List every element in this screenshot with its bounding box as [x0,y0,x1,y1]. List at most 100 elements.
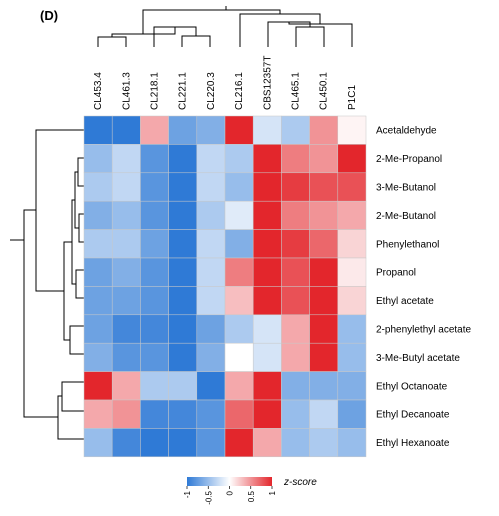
heatmap-cell [83,229,113,259]
heatmap-cell [224,371,254,401]
heatmap-cell [224,200,254,230]
heatmap-cell [168,314,198,344]
heatmap-cell [224,314,254,344]
heatmap-cell [309,428,339,458]
heatmap-cell [337,257,367,287]
row-label: Ethyl Hexanoate [376,438,450,449]
heatmap-cell [252,342,282,372]
heatmap-cell [83,399,113,429]
row-label: Propanol [376,268,416,279]
heatmap-cell [224,257,254,287]
heatmap-cell [281,286,310,316]
heatmap-cell [252,172,282,202]
row-label: Ethyl Decanoate [376,410,450,421]
legend-title: z-score [283,477,317,488]
heatmap-cell [196,229,226,259]
heatmap-cell [281,314,310,344]
heatmap-cell [252,115,282,145]
legend-colorbar [187,477,272,486]
heatmap-cell [83,371,113,401]
heatmap-cell [168,342,198,372]
heatmap-cell [83,172,113,202]
heatmap-cell [140,399,169,429]
heatmap-cell [168,144,198,174]
heatmap-cell [309,342,339,372]
column-label: CL221.1 [178,72,189,110]
heatmap-cell [140,286,169,316]
column-label: CL218.1 [150,72,161,110]
heatmap-cell [168,286,198,316]
row-dendrogram [10,129,84,440]
heatmap-cell [281,115,310,145]
heatmap-cell [337,399,367,429]
heatmap-cell [337,314,367,344]
heatmap-cell [168,399,198,429]
heatmap-cell [111,144,141,174]
color-legend: z-score -1 -0.5 0 0.5 1 [183,477,317,505]
heatmap-cell [140,342,169,372]
row-label: 3-Me-Butanol [376,183,436,194]
heatmap-cell [196,371,226,401]
heatmap-cell [224,115,254,145]
heatmap-cell [196,172,226,202]
heatmap-cell [111,200,141,230]
heatmap-cell [168,428,198,458]
heatmap-cell [83,314,113,344]
heatmap-cell [196,257,226,287]
heatmap-cell [309,314,339,344]
heatmap-cell [337,371,367,401]
heatmap-cell [337,229,367,259]
heatmap-cell [83,286,113,316]
row-label: 3-Me-Butyl acetate [376,353,460,364]
row-label: Phenylethanol [376,239,439,250]
heatmap-cell [309,200,339,230]
row-label: Ethyl acetate [376,296,434,307]
heatmap-cell [83,115,113,145]
legend-tick-label: -0.5 [204,490,213,504]
heatmap-cell [309,399,339,429]
heatmap-cell [196,428,226,458]
column-label: CL461.3 [121,72,132,110]
legend-tick-label: 0.5 [247,490,256,502]
heatmap-cell [140,144,169,174]
column-label: CL216.1 [234,72,245,110]
heatmap-cell [140,172,169,202]
heatmap-cell [281,229,310,259]
heatmap-cell [224,229,254,259]
heatmap-cell [281,399,310,429]
legend-tick-label: -1 [183,490,192,498]
row-label: 2-Me-Butanol [376,211,436,222]
heatmap-cell [309,257,339,287]
heatmap-cell [140,428,169,458]
heatmap-cell [224,342,254,372]
legend-tick-label: 0 [226,490,235,495]
heatmap-cell [281,371,310,401]
heatmap-cell [83,200,113,230]
row-label: 2-Me-Propanol [376,154,442,165]
column-dendrogram [97,6,353,47]
heatmap-cell [337,428,367,458]
heatmap-cell [196,399,226,429]
heatmap-cell [252,314,282,344]
column-label: CL450.1 [319,72,330,110]
column-label: CL453.4 [93,72,104,110]
heatmap-cell [140,200,169,230]
heatmap-cell [224,399,254,429]
heatmap-cell [309,144,339,174]
heatmap-cell [140,371,169,401]
heatmap-cell [196,144,226,174]
heatmap-cell [168,229,198,259]
column-label: P1C1 [347,85,358,110]
heatmap-cells [83,115,367,458]
heatmap-cell [252,200,282,230]
heatmap-cell [252,286,282,316]
heatmap-cell [196,115,226,145]
heatmap-cell [168,371,198,401]
heatmap-cell [337,172,367,202]
heatmap-cell [168,200,198,230]
heatmap-cell [252,371,282,401]
heatmap-cell [83,144,113,174]
heatmap-cell [140,115,169,145]
heatmap-cell [111,172,141,202]
